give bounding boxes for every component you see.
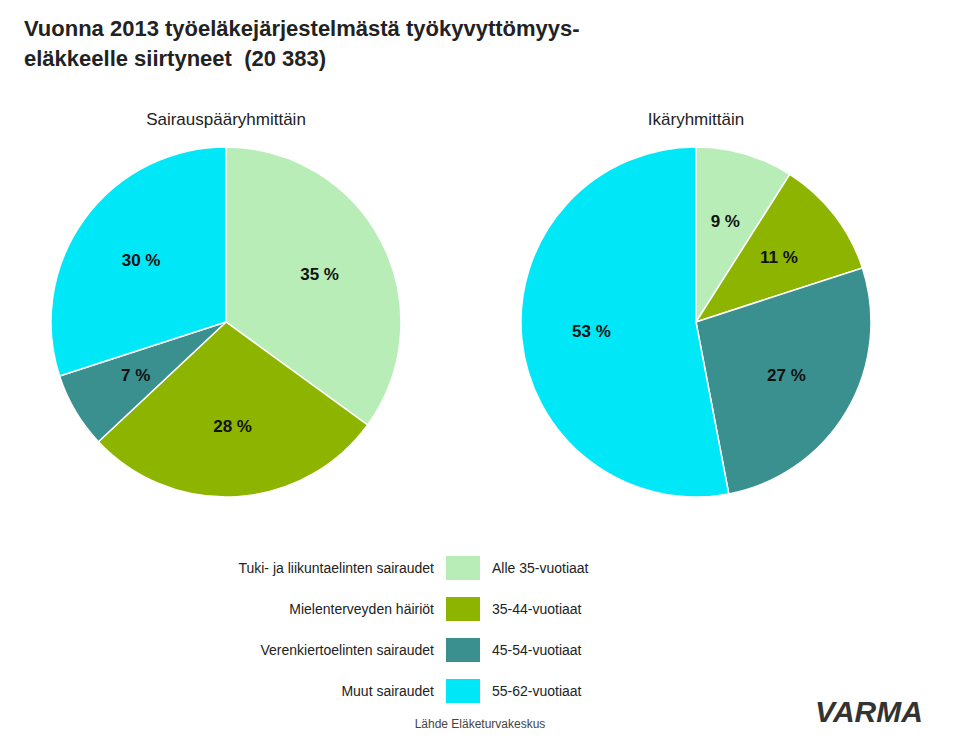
pie-subtitle: Sairauspääryhmittäin [146, 110, 306, 129]
title-line: Vuonna 2013 työeläkejärjestelmästä työky… [24, 16, 580, 41]
title-line: eläkkeelle siirtyneet (20 383) [24, 46, 326, 71]
title: Vuonna 2013 työeläkejärjestelmästä työky… [24, 16, 580, 71]
legend: Tuki- ja liikuntaelinten sairaudet Alle 3… [238, 556, 588, 703]
legend-swatch [446, 556, 480, 580]
legend-label: Muut sairaudet [341, 683, 434, 699]
pie: 35 % 28 % 7 % 30 % [51, 147, 401, 497]
legend-label: Tuki- ja liikuntaelinten sairaudet [238, 560, 434, 576]
data-label: 27 % [767, 366, 806, 385]
data-label: 30 % [122, 251, 161, 270]
pie-slice [521, 147, 729, 497]
pie-subtitle: Ikäryhmittäin [648, 110, 744, 129]
legend-label: 35-44-vuotiaat [492, 601, 582, 617]
data-label: 35 % [300, 265, 339, 284]
data-label: 9 % [711, 212, 740, 231]
legend-label: 55-62-vuotiaat [492, 683, 582, 699]
legend-label: 45-54-vuotiaat [492, 642, 582, 658]
pie: 9 % 11 % 27 % 53 % [521, 147, 871, 497]
data-label: 7 % [121, 366, 150, 385]
legend-swatch [446, 679, 480, 703]
legend-label: Mielenterveyden häiriöt [289, 601, 434, 617]
pie-slice [51, 147, 226, 376]
legend-swatch [446, 597, 480, 621]
legend-label: Alle 35-vuotiaat [492, 560, 589, 576]
data-label: 53 % [572, 322, 611, 341]
footer: Lähde Eläketurvakeskus [415, 717, 546, 731]
chart: Vuonna 2013 työeläkejärjestelmästä työky… [0, 0, 960, 742]
legend-label: Verenkiertoelinten sairaudet [260, 642, 434, 658]
data-label: 11 % [760, 248, 798, 267]
data-label: 28 % [213, 417, 252, 436]
legend-swatch [446, 638, 480, 662]
logo: VARMA [815, 695, 923, 728]
